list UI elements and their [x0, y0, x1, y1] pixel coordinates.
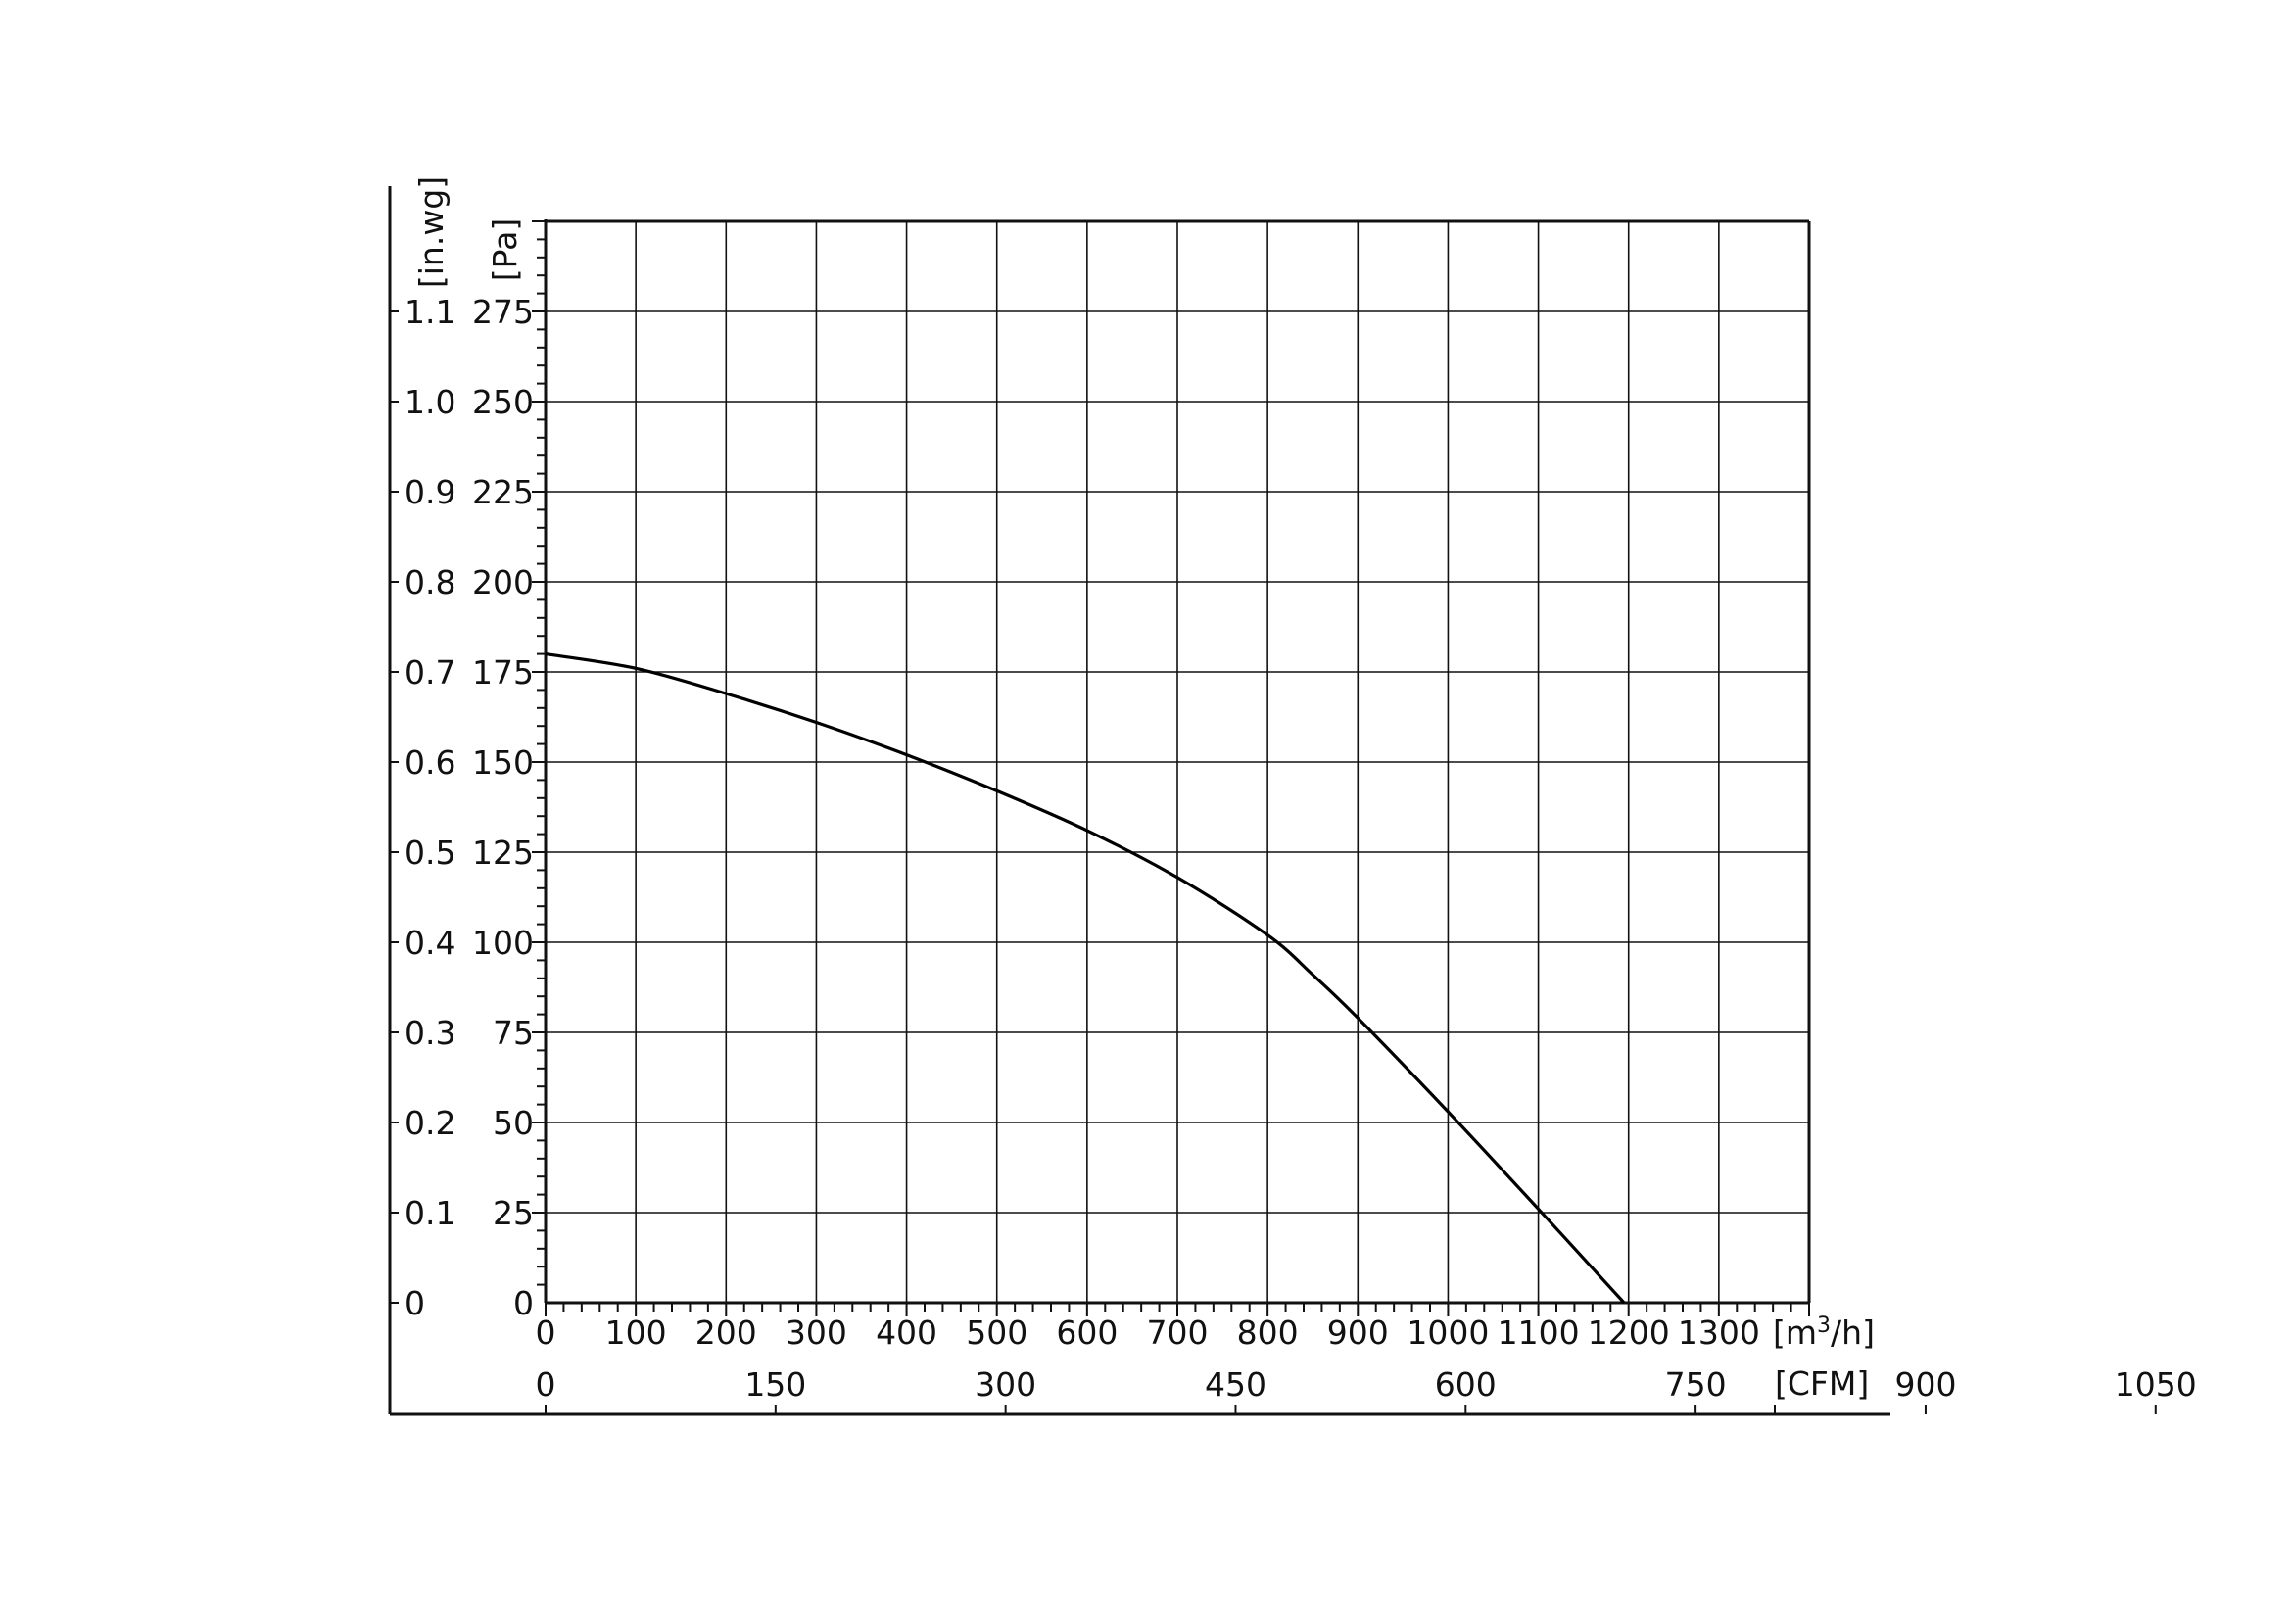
- x-secondary-tick-label: 900: [1894, 1365, 1956, 1404]
- x-secondary-tick-label: 1050: [2115, 1365, 2197, 1404]
- x-secondary-unit-label: [CFM]: [1775, 1364, 1869, 1403]
- x-primary-tick-label: 800: [1237, 1314, 1299, 1352]
- y-primary-tick-label: 0: [513, 1284, 534, 1322]
- y-primary-tick-label: 125: [472, 834, 534, 872]
- y-secondary-tick-label: 1.1: [405, 293, 455, 331]
- y-primary-tick-label: 50: [493, 1104, 534, 1142]
- x-secondary-tick-label: 0: [536, 1365, 556, 1404]
- x-primary-tick-label: 1200: [1588, 1314, 1670, 1352]
- y-primary-tick-label: 275: [472, 293, 534, 331]
- x-primary-tick-label: 1000: [1407, 1314, 1489, 1352]
- y-secondary-unit-label: [in.wg]: [412, 176, 451, 288]
- y-primary-tick-label: 175: [472, 653, 534, 692]
- x-primary-tick-label: 1100: [1498, 1314, 1580, 1352]
- x-primary-tick-label: 500: [966, 1314, 1027, 1352]
- y-secondary-tick-label: 0.2: [405, 1104, 455, 1142]
- y-secondary-tick-label: 0.3: [405, 1014, 455, 1052]
- series-group: [546, 654, 1624, 1304]
- x-secondary-tick-label: 750: [1665, 1365, 1727, 1404]
- y-primary-tick-label: 225: [472, 473, 534, 511]
- y-secondary-tick-label: 0.8: [405, 563, 455, 601]
- x-primary-tick-label: 200: [695, 1314, 757, 1352]
- minor-ticks: [390, 221, 2156, 1414]
- y-primary-tick-label: 75: [493, 1014, 534, 1052]
- axes: [390, 186, 1890, 1414]
- x-primary-tick-label: 1300: [1678, 1314, 1760, 1352]
- y-primary-tick-label: 250: [472, 383, 534, 421]
- x-primary-tick-label: 100: [605, 1314, 667, 1352]
- y-secondary-tick-label: 0.7: [405, 653, 455, 692]
- y-secondary-tick-label: 0.6: [405, 743, 455, 782]
- x-secondary-tick-label: 600: [1435, 1365, 1497, 1404]
- x-secondary-tick-label: 150: [744, 1365, 806, 1404]
- y-secondary-tick-label: 0.1: [405, 1194, 455, 1232]
- unit-labels: [m3/h] [CFM] [Pa] [in.wg]: [412, 176, 1875, 1403]
- x-secondary-tick-label: 300: [975, 1365, 1036, 1404]
- y-secondary-tick-label: 0.4: [405, 924, 455, 962]
- y-primary-tick-label: 100: [472, 924, 534, 962]
- x-primary-tick-label: 600: [1056, 1314, 1118, 1352]
- y-secondary-tick-label: 0: [405, 1284, 425, 1322]
- series-line-0: [546, 654, 1624, 1303]
- x-secondary-tick-label: 450: [1205, 1365, 1266, 1404]
- y-secondary-tick-label: 0.9: [405, 473, 455, 511]
- y-secondary-tick-label: 0.5: [405, 834, 455, 872]
- x-primary-tick-label: 700: [1147, 1314, 1209, 1352]
- grid-lines: [546, 221, 1809, 1303]
- x-primary-tick-label: 0: [536, 1314, 556, 1352]
- x-primary-tick-label: 900: [1327, 1314, 1389, 1352]
- x-primary-unit-label: [m3/h]: [1773, 1314, 1875, 1352]
- y-secondary-tick-label: 1.0: [405, 383, 455, 421]
- x-primary-tick-label: 300: [786, 1314, 847, 1352]
- y-primary-unit-label: [Pa]: [486, 218, 524, 281]
- x-primary-tick-label: 400: [876, 1314, 937, 1352]
- y-primary-tick-label: 150: [472, 743, 534, 782]
- y-primary-tick-label: 25: [493, 1194, 534, 1232]
- y-primary-tick-label: 200: [472, 563, 534, 601]
- tick-labels: 0 25 50 75 100 125 150 175 200 225 250 275 0 0.1 0.2 0.…: [405, 293, 2197, 1404]
